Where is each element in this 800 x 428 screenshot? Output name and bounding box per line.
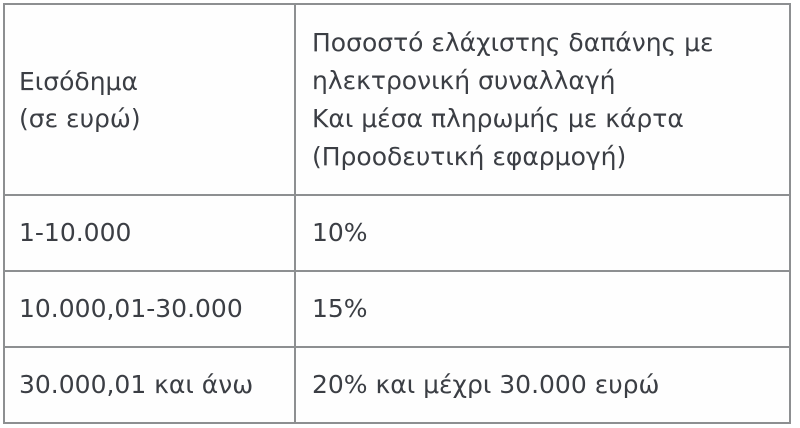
- cell-percent: 10%: [294, 194, 791, 272]
- header-income-line-1: Εισόδημα: [19, 66, 138, 96]
- rate-table-container: Εισόδημα (σε ευρώ) Ποσοστό ελάχιστης δαπ…: [3, 3, 791, 424]
- cell-income: 1-10.000: [3, 194, 296, 272]
- header-cell-percent: Ποσοστό ελάχιστης δαπάνης με ηλεκτρονική…: [294, 3, 791, 196]
- cell-percent: 15%: [294, 270, 791, 348]
- table-row: 10.000,01-30.000 15%: [3, 270, 791, 348]
- table-header-row: Εισόδημα (σε ευρώ) Ποσοστό ελάχιστης δαπ…: [3, 3, 791, 196]
- table-row: 30.000,01 και άνω 20% και μέχρι 30.000 ε…: [3, 346, 791, 424]
- cell-income: 10.000,01-30.000: [3, 270, 296, 348]
- header-percent-line-1: Ποσοστό ελάχιστης δαπάνης με: [312, 27, 714, 57]
- header-cell-income: Εισόδημα (σε ευρώ): [3, 3, 296, 196]
- cell-percent: 20% και μέχρι 30.000 ευρώ: [294, 346, 791, 424]
- minimum-expenditure-table: Εισόδημα (σε ευρώ) Ποσοστό ελάχιστης δαπ…: [3, 3, 791, 424]
- header-percent-line-2: ηλεκτρονική συναλλαγή: [312, 65, 616, 95]
- header-percent-line-4: (Προοδευτική εφαρμογή): [312, 141, 627, 171]
- cell-income: 30.000,01 και άνω: [3, 346, 296, 424]
- header-income-line-2: (σε ευρώ): [19, 103, 141, 133]
- header-percent-line-3: Και μέσα πληρωμής με κάρτα: [312, 103, 684, 133]
- table-row: 1-10.000 10%: [3, 194, 791, 272]
